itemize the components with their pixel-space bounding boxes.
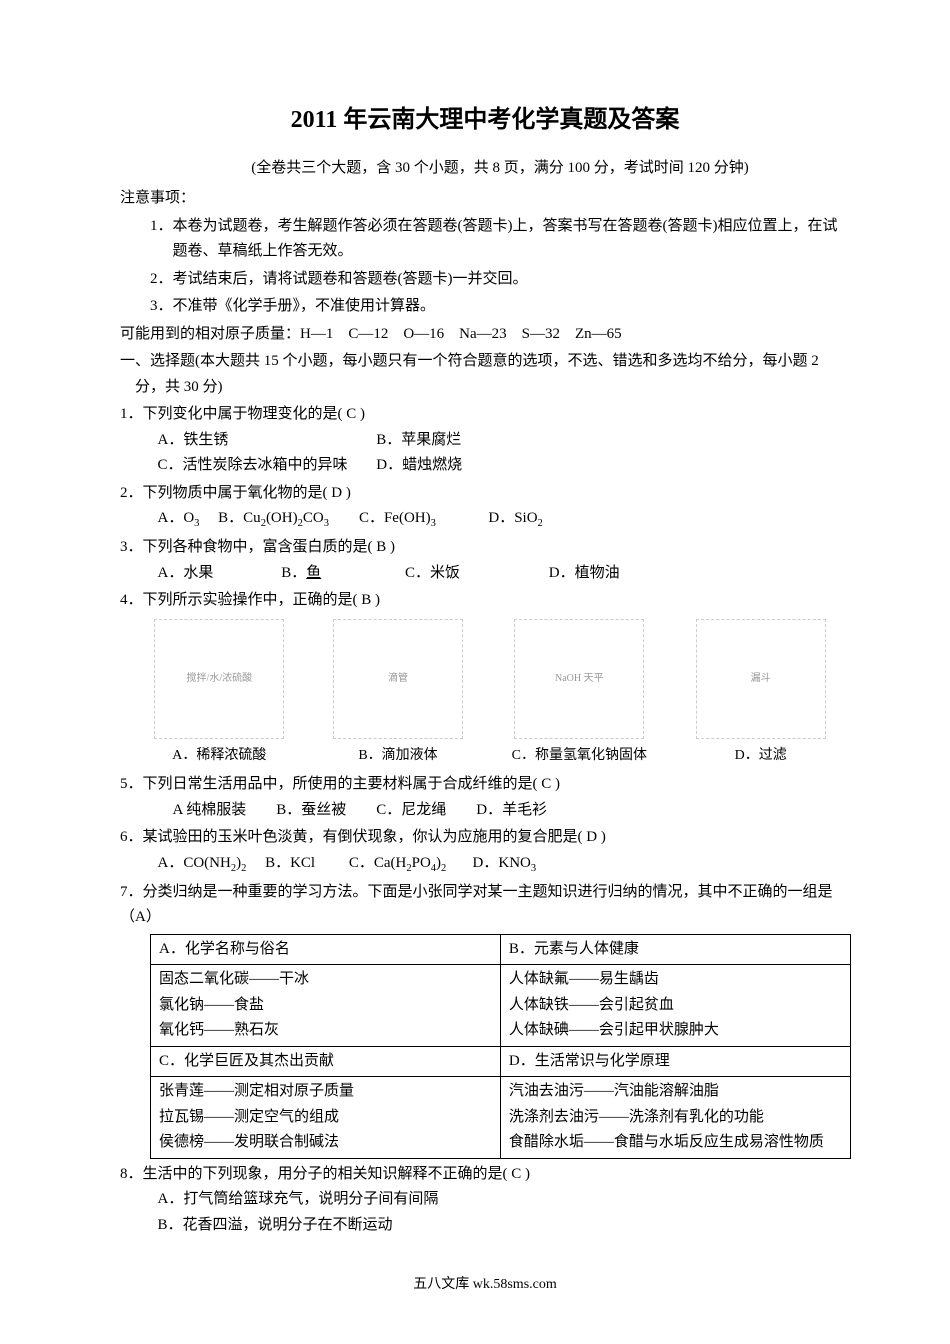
q3-stem: 3．下列各种食物中，富含蛋白质的是( B ): [120, 535, 850, 561]
cell-b-header: B．元素与人体健康: [500, 934, 850, 965]
q3-opt-d: D．植物油: [549, 561, 620, 587]
q7-table: A．化学名称与俗名 B．元素与人体健康 固态二氧化碳——干冰 氯化钠——食盐 氧…: [150, 934, 851, 1159]
q3-opt-b: B．鱼: [281, 561, 401, 587]
section-1-header: 一、选择题(本大题共 15 个小题，每小题只有一个符合题意的选项，不选、错选和多…: [120, 349, 850, 400]
q4-cap-d: D．过滤: [735, 744, 787, 768]
q2-stem: 2．下列物质中属于氧化物的是( D ): [120, 481, 850, 507]
atomic-mass: 可能用到的相对原子质量：H—1 C—12 O—16 Na—23 S—32 Zn—…: [120, 322, 850, 348]
question-6: 6．某试验田的玉米叶色淡黄，有倒伏现象，你认为应施用的复合肥是( D ) A．C…: [120, 825, 850, 877]
q8-stem: 8．生活中的下列现象，用分子的相关知识解释不正确的是( C ): [120, 1162, 850, 1188]
q1-opt-b: B．苹果腐烂: [376, 428, 461, 454]
diagram-icon: 搅拌/水/浓硫酸: [154, 619, 284, 739]
q8-opt-a: A．打气筒给篮球充气，说明分子间有间隔: [120, 1187, 850, 1213]
cell-c-body: 张青莲——测定相对原子质量 拉瓦锡——测定空气的组成 侯德榜——发明联合制碱法: [151, 1077, 501, 1159]
q1-opt-c: C．活性炭除去冰箱中的异味: [158, 453, 373, 479]
q8-opt-b: B．花香四溢，说明分子在不断运动: [120, 1213, 850, 1239]
q2-options: A．O3 B．Cu2(OH)2CO3 C．Fe(OH)3 D．SiO2: [120, 506, 850, 533]
diagram-icon: 滴管: [333, 619, 463, 739]
exam-info: (全卷共三个大题，含 30 个小题，共 8 页，满分 100 分，考试时间 12…: [120, 156, 850, 182]
question-8: 8．生活中的下列现象，用分子的相关知识解释不正确的是( C ) A．打气筒给篮球…: [120, 1162, 850, 1239]
q1-opt-d: D．蜡烛燃烧: [376, 453, 462, 479]
question-4: 4．下列所示实验操作中，正确的是( B ) 搅拌/水/浓硫酸 A．稀释浓硫酸 滴…: [120, 588, 850, 767]
q4-img-b: 滴管 B．滴加液体: [333, 619, 463, 768]
cell-d-header: D．生活常识与化学原理: [500, 1046, 850, 1077]
question-1: 1．下列变化中属于物理变化的是( C ) A．铁生锈 B．苹果腐烂 C．活性炭除…: [120, 402, 850, 479]
q5-stem: 5．下列日常生活用品中，所使用的主要材料属于合成纤维的是( C ): [120, 772, 850, 798]
cell-c-header: C．化学巨匠及其杰出贡献: [151, 1046, 501, 1077]
cell-b-body: 人体缺氟——易生龋齿 人体缺铁——会引起贫血 人体缺碘——会引起甲状腺肿大: [500, 965, 850, 1047]
table-row: 张青莲——测定相对原子质量 拉瓦锡——测定空气的组成 侯德榜——发明联合制碱法 …: [151, 1077, 851, 1159]
q5-options: A 纯棉服装 B．蚕丝被 C．尼龙绳 D．羊毛衫: [120, 798, 850, 824]
q1-opt-a: A．铁生锈: [158, 428, 373, 454]
q6-options: A．CO(NH2)2 B．KCl C．Ca(H2PO4)2 D．KNO3: [120, 851, 850, 878]
q4-stem: 4．下列所示实验操作中，正确的是( B ): [120, 588, 850, 614]
q3-opt-c: C．米饭: [405, 561, 545, 587]
q4-cap-c: C．称量氢氧化钠固体: [512, 744, 647, 768]
q1-stem: 1．下列变化中属于物理变化的是( C ): [120, 402, 850, 428]
table-row: C．化学巨匠及其杰出贡献 D．生活常识与化学原理: [151, 1046, 851, 1077]
notice-header: 注意事项：: [120, 186, 850, 212]
notice-3: 3．不准带《化学手册》，不准使用计算器。: [120, 294, 850, 320]
diagram-icon: 漏斗: [696, 619, 826, 739]
diagram-icon: NaOH 天平: [514, 619, 644, 739]
question-2: 2．下列物质中属于氧化物的是( D ) A．O3 B．Cu2(OH)2CO3 C…: [120, 481, 850, 533]
question-3: 3．下列各种食物中，富含蛋白质的是( B ) A．水果 B．鱼 C．米饭 D．植…: [120, 535, 850, 586]
notice-2: 2．考试结束后，请将试题卷和答题卷(答题卡)一并交回。: [120, 267, 850, 293]
q7-stem: 7．分类归纳是一种重要的学习方法。下面是小张同学对某一主题知识进行归纳的情况，其…: [120, 880, 850, 931]
table-row: A．化学名称与俗名 B．元素与人体健康: [151, 934, 851, 965]
table-row: 固态二氧化碳——干冰 氯化钠——食盐 氧化钙——熟石灰 人体缺氟——易生龋齿 人…: [151, 965, 851, 1047]
cell-a-body: 固态二氧化碳——干冰 氯化钠——食盐 氧化钙——熟石灰: [151, 965, 501, 1047]
question-7: 7．分类归纳是一种重要的学习方法。下面是小张同学对某一主题知识进行归纳的情况，其…: [120, 880, 850, 1159]
notice-1: 1．本卷为试题卷，考生解题作答必须在答题卷(答题卡)上，答案书写在答题卷(答题卡…: [120, 214, 850, 265]
q3-opt-a: A．水果: [158, 561, 278, 587]
q4-img-a: 搅拌/水/浓硫酸 A．稀释浓硫酸: [154, 619, 284, 768]
cell-a-header: A．化学名称与俗名: [151, 934, 501, 965]
q4-cap-a: A．稀释浓硫酸: [172, 744, 266, 768]
q4-img-c: NaOH 天平 C．称量氢氧化钠固体: [512, 619, 647, 768]
q4-cap-b: B．滴加液体: [358, 744, 437, 768]
q4-img-d: 漏斗 D．过滤: [696, 619, 826, 768]
q6-stem: 6．某试验田的玉米叶色淡黄，有倒伏现象，你认为应施用的复合肥是( D ): [120, 825, 850, 851]
page-footer: 五八文库 wk.58sms.com: [120, 1273, 850, 1297]
page-title: 2011 年云南大理中考化学真题及答案: [120, 100, 850, 141]
question-5: 5．下列日常生活用品中，所使用的主要材料属于合成纤维的是( C ) A 纯棉服装…: [120, 772, 850, 823]
cell-d-body: 汽油去油污——汽油能溶解油脂 洗涤剂去油污——洗涤剂有乳化的功能 食醋除水垢——…: [500, 1077, 850, 1159]
